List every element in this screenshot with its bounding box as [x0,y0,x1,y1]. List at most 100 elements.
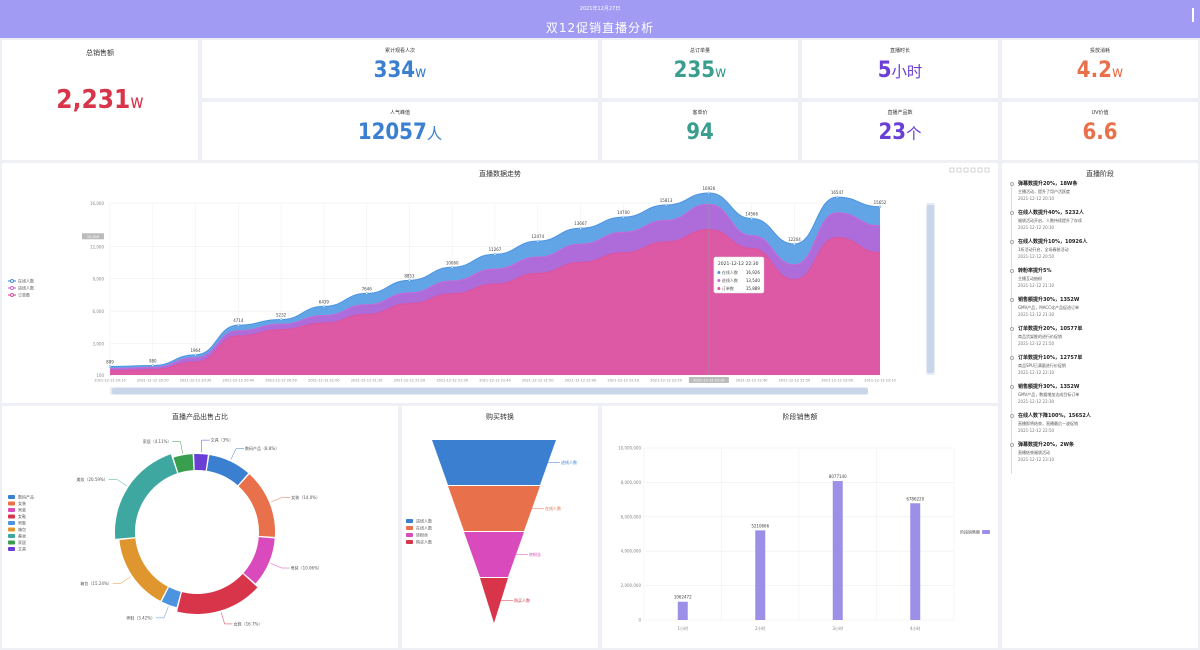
data-point [279,318,283,321]
timeline-item-title: 销售额提升30%，1352W [1018,384,1080,390]
timeline-item-desc: GMV产品，数据增加达成目标订单 [1018,392,1080,397]
legend-label: 转粉丝 [416,532,428,538]
y-tick-label: 2,000,000 [621,583,642,588]
timeline-item-title: 转粉率提升5% [1018,268,1052,274]
data-point [151,364,155,367]
timeline-item: 订单数提升20%，10577单 商品货架推的进行价促销 2021-12-12 21:… [1010,325,1192,358]
timeline-item-desc: 直播即将结束，直播最后一波促销 [1018,421,1078,426]
donut-slice [238,474,275,537]
y-tick-label: 8,000,000 [621,480,642,485]
data-point [194,353,197,357]
funnel-label: 在线人数 [545,505,561,511]
timeline-item-desc: 主播活动，提升了用户活跃度 [1018,189,1070,194]
toolbox-icon [963,167,969,173]
donut-slice-label: 美妆（20.59%） [76,476,107,482]
stage-bar-title: 阶段销售额 [782,413,818,421]
x-tick-label: 3小时 [832,625,843,631]
funnel-segment [480,578,508,623]
legend-swatch [406,519,413,523]
timeline-item-title: 弹幕数提升20%，2W条 [1018,442,1074,448]
funnel-label: 进线人数 [561,459,577,465]
kpi-label: 总销售额 [86,49,114,57]
bar-data-label: 8077140 [829,474,847,479]
donut-slice [243,537,275,584]
donut-chart[interactable]: 数码产品（8.8%） 女装（14.0%） 男装（10.06%） 女鞋（16.7%） 男鞋… [2,406,398,648]
donut-slice-label: 女鞋（16.7%） [234,620,263,626]
kpi-label: 直播产品数 [887,110,913,116]
trend-chart[interactable]: 100 3,000 6,000 9,000 12,000 16,000 10,000 889 9… [2,163,998,403]
timeline-item-time: 2021-12-12 20:10 [1018,196,1055,201]
kpi-cumulative-viewers: 累计观看人次 334w [202,40,598,98]
timeline-connector [1011,418,1012,445]
kpi-value: 5小时 [877,58,923,83]
x-tick-label: 2021-12-12 21:30 [436,379,468,383]
data-label: 1964 [190,348,201,353]
donut-slice [119,538,168,601]
legend-label: 家居 [18,539,26,545]
tooltip-series-value: 16,926 [746,270,760,275]
data-label: 15652 [874,200,887,205]
datazoom-handle-h [112,388,868,394]
legend-swatch [8,534,15,538]
timeline-item-time: 2021-12-12 22:10 [1018,370,1055,375]
toolbox-icon [970,167,976,173]
timeline-dot [1010,327,1014,331]
line-进线人数 [109,203,881,370]
funnel-segment [448,486,540,531]
timeline-dot [1010,182,1014,186]
timeline-connector [1011,244,1012,271]
tooltip-series-name: 订单数 [722,285,734,291]
toolbox-icon [949,167,955,173]
x-tick-label: 2021-12-12 22:20 [650,379,682,383]
y-tick-label: 9,000 [93,277,105,282]
data-point [365,292,368,295]
toolbox-icon [977,167,983,173]
x-tick-label: 2021-12-12 21:00 [308,379,340,383]
x-tick-label: 2021-12-12 20:10 [94,379,126,383]
kpi-value: 23个 [878,120,922,145]
timeline-dot [1010,356,1014,360]
legend-marker [10,279,14,283]
timeline-item-desc: GMV产品，MACC化产品促进订单 [1018,305,1079,310]
timeline-item-time: 2021-12-12 21:50 [1018,341,1055,346]
tooltip-series-value: 13,540 [746,278,760,283]
donut-label-line [230,448,245,460]
donut-label-line [270,563,290,569]
scrollbar-thumb[interactable] [1192,8,1194,22]
timeline-item-title: 销售额提升30%，1352W [1018,297,1080,303]
y-tick-label: 0 [638,618,641,623]
data-label: 13667 [574,221,587,226]
data-label: 16547 [831,190,844,195]
datazoom-handle-v [927,205,934,373]
kpi-label: UV价值 [1091,110,1109,116]
x-tick-label: 2小时 [755,625,766,631]
kpi-value: 94 [686,120,714,145]
kpi-value: 6.6 [1082,120,1118,145]
timeline-item-time: 2021-12-12 22:50 [1018,428,1055,433]
data-label: 15813 [660,198,673,203]
legend-label: 进线人数 [18,285,34,291]
bar-data-label: 1062472 [674,595,692,600]
data-point [450,266,454,269]
x-tick-label: 2021-12-12 22:40 [736,379,768,383]
bar [755,530,766,620]
donut-label-line [200,439,210,453]
header-date: 2021年12月27日 [579,6,621,12]
timeline-item-time: 2021-12-12 22:30 [1018,399,1055,404]
kpi-value: 2,231w [56,85,144,115]
legend-label: 在线人数 [416,525,432,531]
timeline-item: 销售额提升30%，1352W GMV产品，MACC化产品促进订单 2021-12-1… [1010,296,1192,329]
tooltip-dot [717,287,721,290]
timeline-item-title: 订单数提升10%，12757单 [1018,355,1083,361]
data-label: 10060 [446,260,459,265]
timeline-item: 弹幕数提升20%，2W条 直播结束福袋活动 2021-12-12 23:10 [1010,441,1192,474]
tooltip-series-name: 在线人数 [722,269,738,275]
data-label: 6439 [319,299,330,304]
legend-swatch [8,514,15,519]
legend-label: 箱包 [18,526,26,532]
data-point [664,203,668,207]
x-tick-label: 2021-12-12 23:00 [821,379,853,383]
stage-bar-chart[interactable]: 0 2,000,000 4,000,000 6,000,000 8,000,000 10,… [602,406,998,648]
legend-label: 数码产品 [18,494,34,500]
